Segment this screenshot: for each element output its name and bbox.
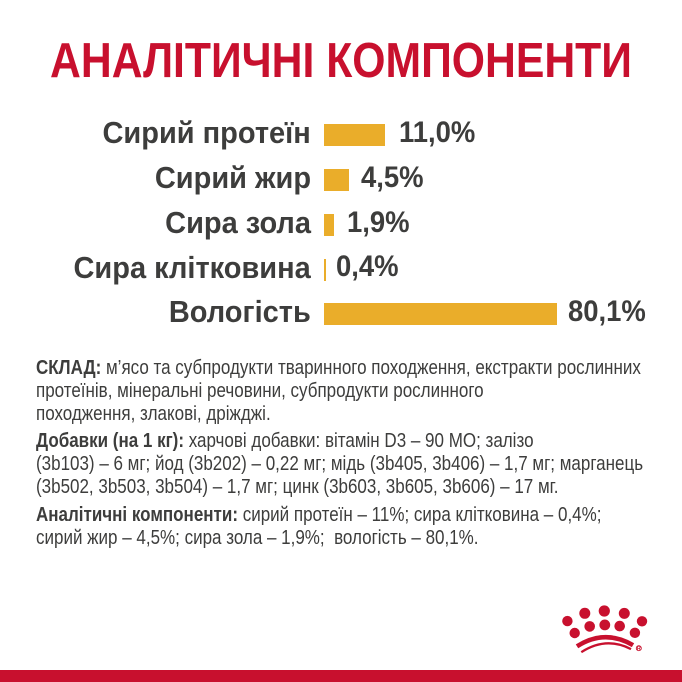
svg-text:R: R: [637, 646, 641, 652]
